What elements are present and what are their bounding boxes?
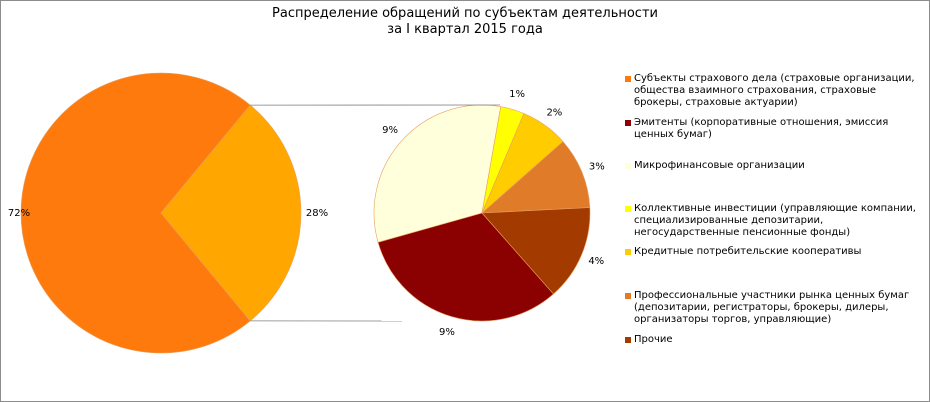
pie-slice [20,72,251,354]
legend-label: Коллективные инвестиции (управляющие ком… [634,203,916,238]
data-label: 4% [588,256,604,267]
legend-label: Субъекты страхового дела (страховые орга… [634,73,915,108]
data-label: 2% [546,107,562,118]
title-line: за I квартал 2015 года [387,22,543,37]
title-line: Распределение обращений по субъектам дея… [272,6,658,21]
legend-swatch [625,120,631,126]
legend-swatch [625,206,631,212]
legend-swatch [625,76,631,82]
pie-slice [481,141,591,214]
legend-item: Профессиональные участники рынка ценных … [625,290,920,326]
pie-slice [377,212,554,322]
legend-swatch [625,337,631,343]
data-label: 9% [439,327,455,338]
legend-item: Коллективные инвестиции (управляющие ком… [625,203,920,239]
legend-item: Микрофинансовые организации [625,160,920,172]
data-label: 72% [8,208,30,219]
pie-slice [481,207,591,295]
data-label: 3% [589,161,605,172]
legend-label: Прочие [634,334,673,345]
legend-swatch [625,163,631,169]
legend-item: Прочие [625,334,920,346]
pie-slice [160,104,302,322]
legend-item: Субъекты страхового дела (страховые орга… [625,73,920,109]
legend-label: Микрофинансовые организации [634,160,805,171]
legend-swatch [625,293,631,299]
data-label: 28% [306,208,328,219]
legend-label: Кредитные потребительские кооперативы [634,246,862,257]
legend-label: Эмитенты (корпоративные отношения, эмисс… [634,117,889,140]
legend-item: Эмитенты (корпоративные отношения, эмисс… [625,117,920,141]
data-label: 9% [382,125,398,136]
legend-item: Кредитные потребительские кооперативы [625,246,920,258]
legend-swatch [625,249,631,255]
chart-title: Распределение обращений по субъектам дея… [1,6,929,38]
data-label: 1% [509,89,525,100]
legend-label: Профессиональные участники рынка ценных … [634,290,910,325]
